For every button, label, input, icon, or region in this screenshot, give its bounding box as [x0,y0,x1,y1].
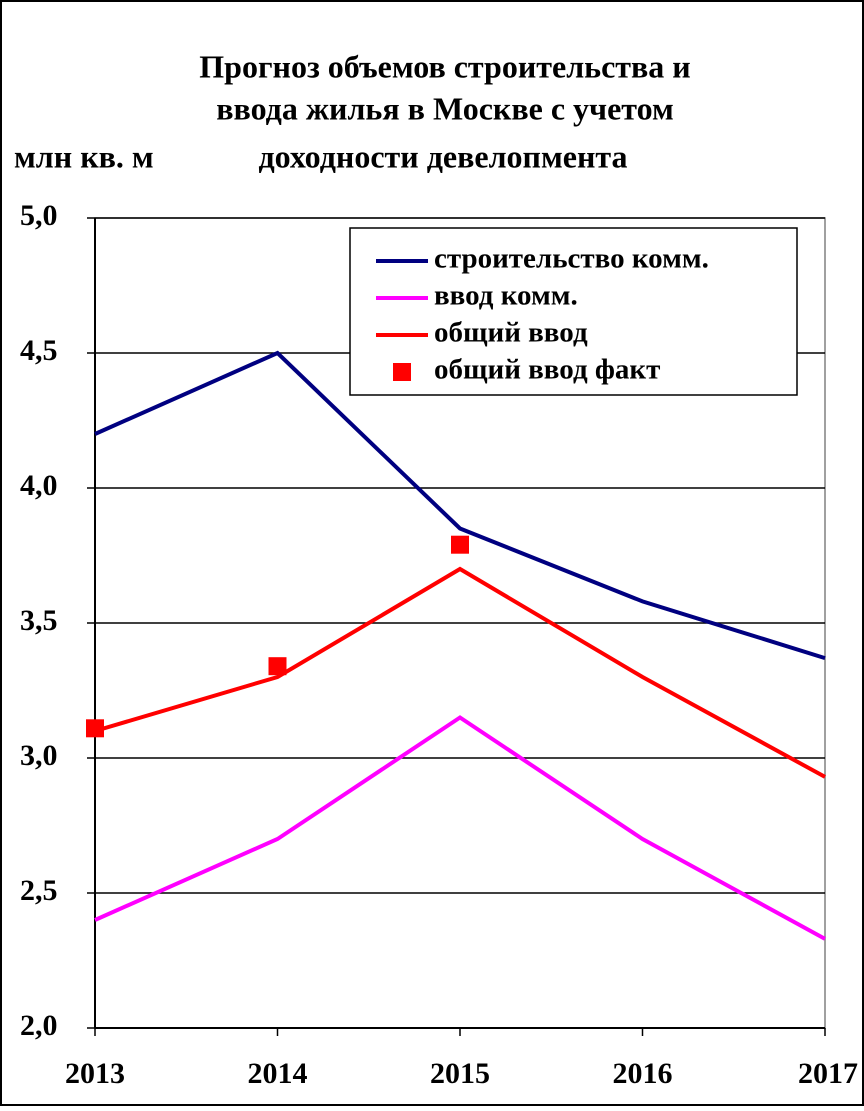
marker [451,535,469,554]
legend-label: ввод комм. [434,280,578,312]
legend-label: строительство комм. [434,243,709,275]
x-tick-label: 2013 [65,1057,125,1090]
x-tick-label: 2016 [613,1057,673,1090]
marker [268,657,287,676]
chart-title: ввода жилья в Москве с учетом [216,90,674,126]
y-tick-label: 4,0 [20,469,58,502]
series-line [94,715,826,941]
chart-title: Прогноз объемов строительства и [199,48,690,84]
y-tick-label: 3,0 [20,739,58,772]
y-tick-label: 2,0 [20,1009,58,1042]
y-tick-label: 2,5 [20,874,58,907]
legend-label: общий ввод факт [434,354,660,386]
y-axis-label: млн кв. м [14,138,154,174]
series-line [94,566,826,779]
x-tick-label: 2017 [798,1057,858,1090]
x-tick-label: 2015 [430,1057,490,1090]
marker [86,719,104,738]
legend-swatch [393,363,411,381]
legend-label: общий ввод [434,317,588,349]
series-line [94,350,826,661]
chart-title: доходности девелопмента [258,138,627,174]
x-tick-label: 2014 [248,1057,308,1090]
y-tick-label: 4,5 [20,334,58,367]
y-tick-label: 3,5 [20,604,58,637]
y-tick-label: 5,0 [20,199,58,232]
legend [349,227,798,396]
